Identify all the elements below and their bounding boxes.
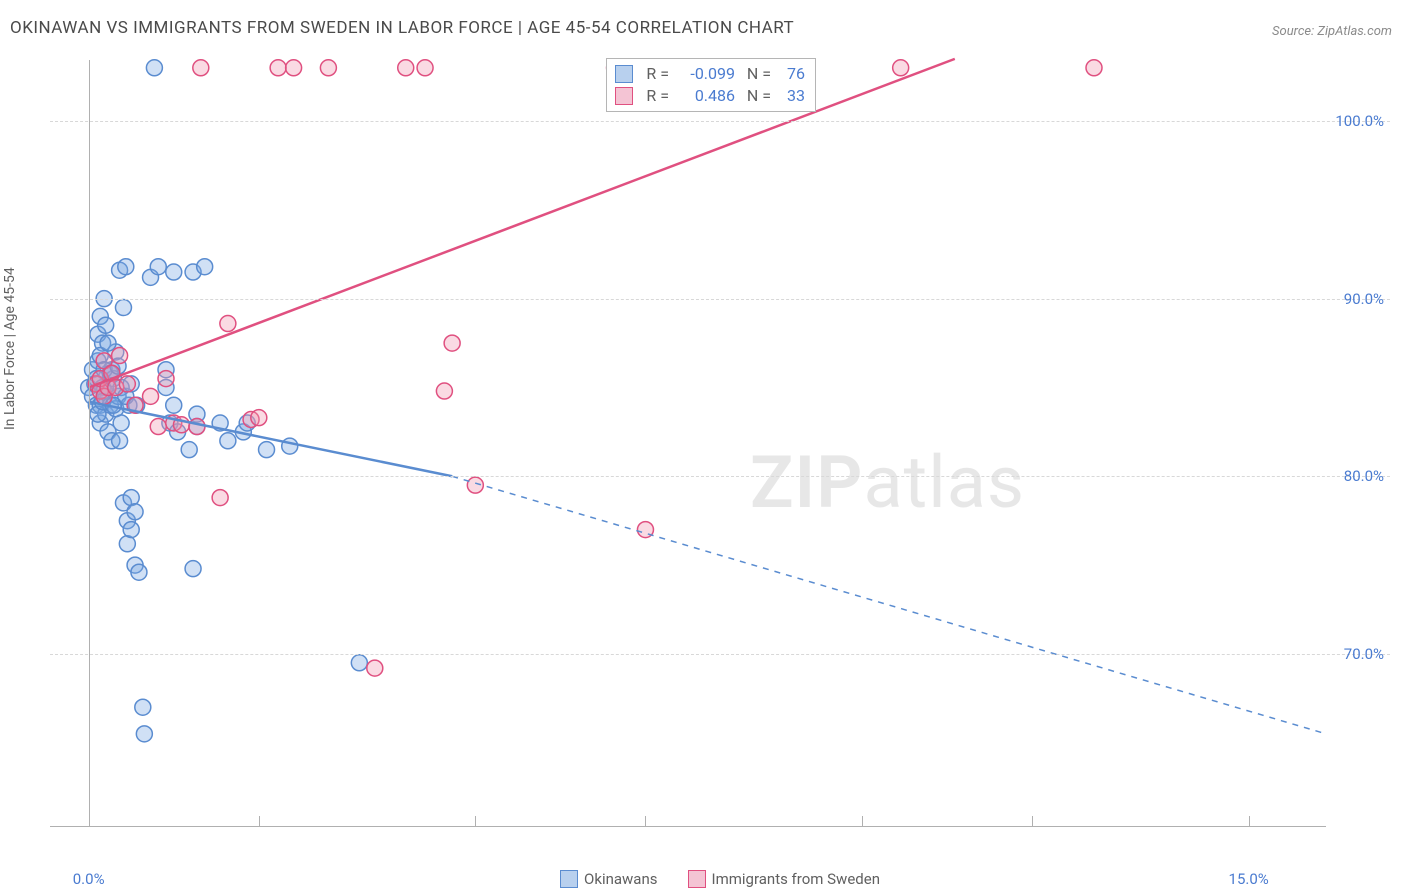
data-point bbox=[197, 259, 213, 275]
chart-title: OKINAWAN VS IMMIGRANTS FROM SWEDEN IN LA… bbox=[10, 18, 794, 38]
data-point bbox=[259, 442, 275, 458]
legend-label: Okinawans bbox=[584, 870, 657, 888]
x-tick-mark bbox=[89, 816, 90, 826]
data-point bbox=[112, 433, 128, 449]
data-point bbox=[166, 397, 182, 413]
data-point bbox=[119, 536, 135, 552]
stat-n-label: N = bbox=[741, 85, 771, 107]
data-point bbox=[123, 490, 139, 506]
legend-swatch bbox=[688, 870, 706, 888]
legend-swatch bbox=[615, 65, 633, 83]
y-tick-label: 70.0% bbox=[1344, 645, 1384, 663]
data-point bbox=[123, 522, 139, 538]
data-point bbox=[436, 383, 452, 399]
data-point bbox=[166, 264, 182, 280]
legend-item: Immigrants from Sweden bbox=[688, 870, 880, 888]
data-point bbox=[131, 564, 147, 580]
x-tick-mark bbox=[645, 816, 646, 826]
data-point bbox=[135, 699, 151, 715]
data-point bbox=[115, 300, 131, 316]
data-point bbox=[212, 490, 228, 506]
data-point bbox=[189, 419, 205, 435]
gridline-h bbox=[50, 299, 1390, 300]
chart-container: OKINAWAN VS IMMIGRANTS FROM SWEDEN IN LA… bbox=[0, 0, 1406, 892]
data-point bbox=[351, 655, 367, 671]
data-point bbox=[1086, 60, 1102, 76]
data-point bbox=[286, 60, 302, 76]
x-tick-mark bbox=[862, 816, 863, 826]
regression-line-extrapolated bbox=[452, 476, 1326, 734]
gridline-h bbox=[50, 654, 1390, 655]
data-point bbox=[893, 60, 909, 76]
data-point bbox=[98, 317, 114, 333]
data-point bbox=[181, 442, 197, 458]
gridline-h bbox=[50, 121, 1390, 122]
x-tick-mark bbox=[259, 816, 260, 826]
stat-r-value: -0.099 bbox=[675, 63, 735, 85]
data-point bbox=[136, 726, 152, 742]
data-point bbox=[282, 438, 298, 454]
x-tick-mark bbox=[475, 816, 476, 826]
stat-n-value: 76 bbox=[777, 63, 805, 85]
data-point bbox=[150, 419, 166, 435]
legend-stats-row: R = 0.486 N = 33 bbox=[615, 85, 805, 107]
y-tick-label: 80.0% bbox=[1344, 467, 1384, 485]
legend-stats: R = -0.099 N = 76 R = 0.486 N = 33 bbox=[606, 58, 816, 112]
data-point bbox=[417, 60, 433, 76]
data-point bbox=[444, 335, 460, 351]
data-point bbox=[185, 561, 201, 577]
gridline-h bbox=[50, 476, 1390, 477]
x-tick-mark bbox=[1032, 816, 1033, 826]
regression-line bbox=[89, 402, 452, 477]
stat-r-label: R = bbox=[639, 63, 669, 85]
y-axis-line bbox=[89, 60, 90, 826]
data-point bbox=[220, 316, 236, 332]
data-point bbox=[100, 335, 116, 351]
data-point bbox=[193, 60, 209, 76]
data-point bbox=[150, 259, 166, 275]
legend-swatch bbox=[615, 87, 633, 105]
data-point bbox=[113, 415, 129, 431]
data-point bbox=[158, 371, 174, 387]
legend-item: Okinawans bbox=[560, 870, 657, 888]
data-point bbox=[320, 60, 336, 76]
y-axis-label: In Labor Force | Age 45-54 bbox=[2, 267, 18, 430]
legend-swatch bbox=[560, 870, 578, 888]
plot-area: ZIPatlas 70.0%80.0%90.0%100.0%0.0%15.0%R… bbox=[50, 50, 1390, 840]
data-point bbox=[119, 376, 135, 392]
data-point bbox=[143, 388, 159, 404]
data-point bbox=[398, 60, 414, 76]
stat-r-value: 0.486 bbox=[675, 85, 735, 107]
y-tick-label: 90.0% bbox=[1344, 290, 1384, 308]
x-tick-mark bbox=[1249, 816, 1250, 826]
x-axis-line bbox=[50, 826, 1326, 827]
data-point bbox=[118, 259, 134, 275]
data-point bbox=[367, 660, 383, 676]
stat-n-value: 33 bbox=[777, 85, 805, 107]
legend-label: Immigrants from Sweden bbox=[712, 870, 880, 888]
plot-svg bbox=[50, 50, 1326, 796]
data-point bbox=[251, 410, 267, 426]
legend-bottom: Okinawans Immigrants from Sweden bbox=[50, 870, 1390, 888]
data-point bbox=[467, 477, 483, 493]
stat-n-label: N = bbox=[741, 63, 771, 85]
data-point bbox=[270, 60, 286, 76]
source-attribution: Source: ZipAtlas.com bbox=[1272, 24, 1392, 39]
stat-r-label: R = bbox=[639, 85, 669, 107]
y-tick-label: 100.0% bbox=[1335, 112, 1384, 130]
legend-stats-row: R = -0.099 N = 76 bbox=[615, 63, 805, 85]
data-point bbox=[112, 348, 128, 364]
data-point bbox=[127, 504, 143, 520]
regression-line bbox=[89, 59, 955, 388]
data-point bbox=[220, 433, 236, 449]
data-point bbox=[146, 60, 162, 76]
